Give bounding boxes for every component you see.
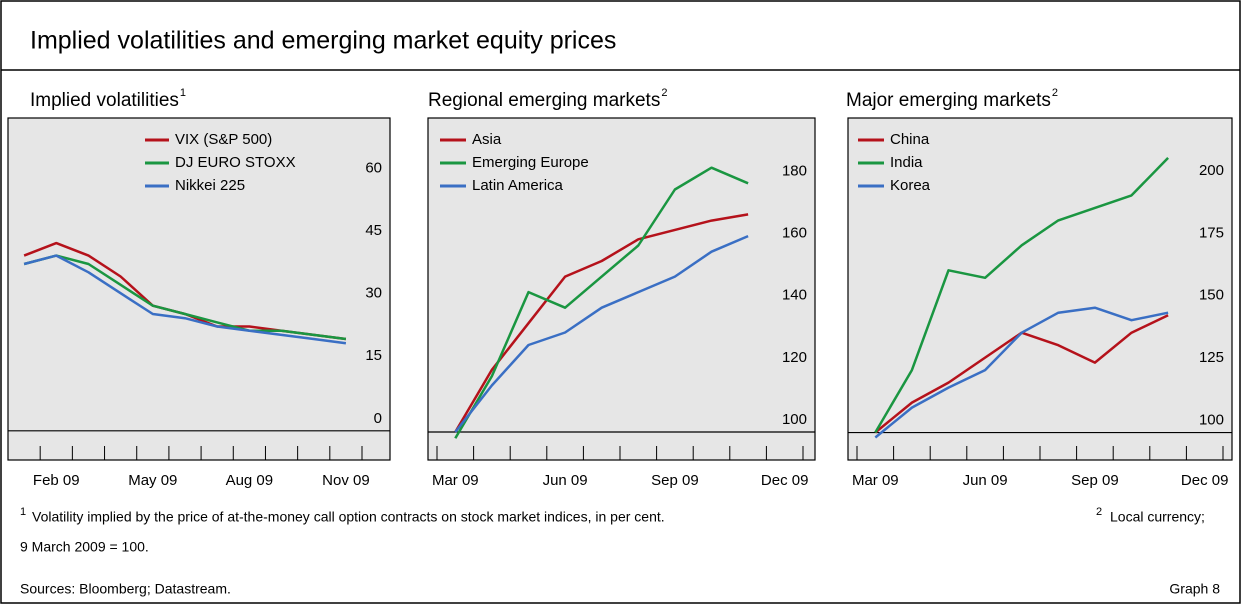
x-tick-label: Sep 09 (1071, 472, 1119, 489)
series-line (23, 254, 347, 341)
panel-title-note: 2 (1052, 87, 1058, 99)
x-tick-label: Sep 09 (651, 472, 699, 489)
figure-title: Implied volatilities and emerging market… (30, 27, 616, 55)
y-tick-label: 60 (365, 160, 382, 177)
legend-label: Asia (472, 131, 502, 148)
y-tick-label: 15 (365, 347, 382, 364)
legend-label: Nikkei 225 (175, 177, 245, 194)
panel-title-note: 1 (180, 87, 186, 99)
y-tick-label: 150 (1199, 287, 1224, 304)
sources: Sources: Bloomberg; Datastream. (20, 581, 231, 597)
y-tick-label: 100 (782, 411, 807, 428)
legend-label: VIX (S&P 500) (175, 131, 272, 148)
series-line (874, 306, 1169, 439)
x-tick-label: Nov 09 (322, 472, 370, 489)
y-tick-label: 100 (1199, 412, 1224, 429)
footnote-mark: 1 (20, 506, 26, 518)
y-tick-label: 120 (782, 349, 807, 366)
x-tick-label: Mar 09 (852, 472, 899, 489)
x-tick-label: Feb 09 (33, 472, 80, 489)
legend-label: Emerging Europe (472, 154, 589, 171)
y-tick-label: 140 (782, 287, 807, 304)
x-tick-label: Aug 09 (226, 472, 274, 489)
series-line (454, 213, 749, 433)
y-tick-label: 175 (1199, 224, 1224, 241)
panel-title-note: 2 (661, 87, 667, 99)
y-tick-label: 160 (782, 224, 807, 241)
graph-label: Graph 8 (1169, 581, 1220, 597)
footnote: Volatility implied by the price of at-th… (32, 509, 665, 525)
y-tick-label: 45 (365, 222, 382, 239)
x-tick-label: Dec 09 (761, 472, 809, 489)
panel-title: Regional emerging markets (428, 90, 660, 111)
legend-label: DJ EURO STOXX (175, 154, 296, 171)
panel-title: Implied volatilities (30, 90, 179, 111)
series-line (874, 157, 1169, 434)
legend-label: China (890, 131, 930, 148)
x-tick-label: Mar 09 (432, 472, 479, 489)
legend-label: Korea (890, 177, 931, 194)
footnote-mark: 2 (1096, 506, 1102, 518)
series-line (23, 254, 347, 345)
series-line (454, 234, 749, 433)
legend-label: Latin America (472, 177, 564, 194)
plot-area (7, 117, 391, 461)
x-tick-label: Jun 09 (963, 472, 1008, 489)
legend-label: India (890, 154, 923, 171)
x-tick-label: May 09 (128, 472, 177, 489)
y-tick-label: 30 (365, 285, 382, 302)
y-tick-label: 125 (1199, 349, 1224, 366)
x-tick-label: Dec 09 (1181, 472, 1229, 489)
footnote: 9 March 2009 = 100. (20, 539, 149, 555)
plot-area (427, 117, 816, 461)
y-tick-label: 200 (1199, 162, 1224, 179)
y-tick-label: 0 (374, 410, 382, 427)
panel-title: Major emerging markets (846, 90, 1051, 111)
footnote: Local currency; (1110, 509, 1205, 525)
y-tick-label: 180 (782, 162, 807, 179)
series-line (454, 166, 749, 439)
x-tick-label: Jun 09 (543, 472, 588, 489)
